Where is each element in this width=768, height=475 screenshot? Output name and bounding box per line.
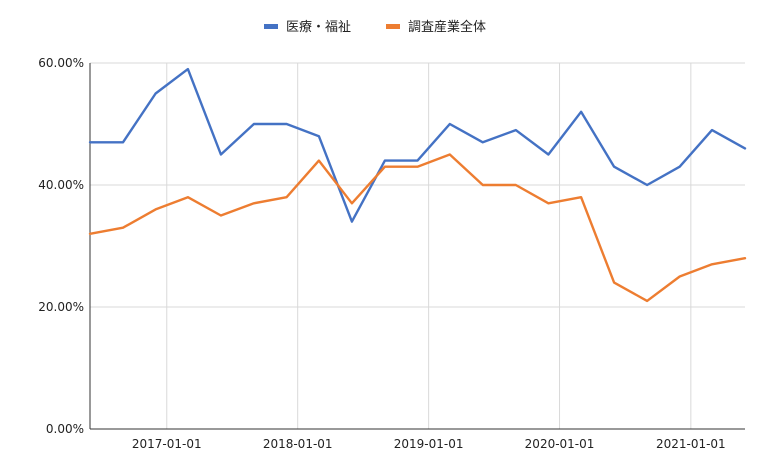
legend: 医療・福祉 調査産業全体: [264, 19, 486, 35]
axes: [89, 63, 745, 430]
series-line-1: [88, 67, 747, 223]
y-tick-label: 20.00%: [38, 300, 84, 314]
legend-swatch-series-1: [264, 24, 278, 29]
y-tick-label: 0.00%: [46, 422, 84, 436]
legend-item-series-2: 調査産業全体: [386, 19, 486, 35]
x-tick-label: 2021-01-01: [656, 437, 726, 451]
grid: [90, 62, 745, 429]
x-tick-label: 2018-01-01: [263, 437, 333, 451]
series: [88, 67, 747, 303]
x-tick-label: 2019-01-01: [394, 437, 464, 451]
x-tick-label: 2020-01-01: [525, 437, 595, 451]
y-tick-label: 40.00%: [38, 178, 84, 192]
legend-swatch-series-2: [386, 24, 400, 29]
x-tick-label: 2017-01-01: [132, 437, 202, 451]
y-tick-label: 60.00%: [38, 56, 84, 70]
legend-item-series-1: 医療・福祉: [264, 20, 351, 35]
legend-label-series-2: 調査産業全体: [408, 19, 486, 35]
legend-label-series-1: 医療・福祉: [286, 20, 351, 35]
tick-labels: 0.00% 20.00% 40.00% 60.00% 2017-01-01 2018-01…: [38, 56, 725, 451]
series-line-2: [88, 153, 747, 303]
